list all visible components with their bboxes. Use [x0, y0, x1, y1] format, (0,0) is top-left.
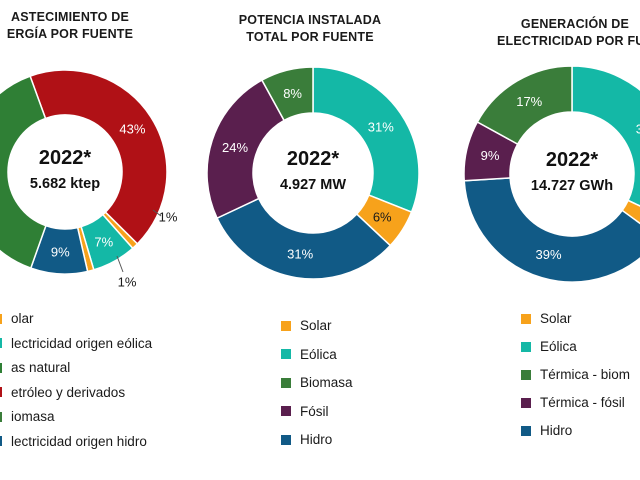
legend-item: Térmica - fósil [521, 395, 625, 410]
donut-slice [216, 197, 392, 280]
legend-label: iomasa [11, 409, 55, 424]
legend-item: Hidro [281, 432, 332, 447]
chart-title-line: POTENCIA INSTALADA [238, 13, 382, 27]
donut-slice [260, 66, 314, 122]
chart-title-generacion: GENERACIÓN DE ELECTRICIDAD POR FUE [470, 16, 640, 50]
slice-label: 9% [51, 244, 70, 259]
slice-label: 32 [636, 121, 640, 136]
legend-swatch [0, 387, 2, 397]
legend-swatch [281, 406, 291, 416]
slice-label: 31% [368, 119, 394, 134]
legend-item: Eólica [281, 347, 337, 362]
center-value: 5.682 ktep [30, 176, 100, 192]
slice-label: 8% [283, 86, 302, 101]
legend-item: lectricidad origen hidro [0, 434, 147, 449]
legend-swatch [281, 377, 291, 388]
legend-item: Solar [521, 311, 572, 326]
legend-item: etróleo y derivados [0, 385, 125, 400]
legend-label: Térmica - fósil [540, 395, 625, 410]
legend-swatch [521, 369, 531, 380]
legend-label: Solar [300, 318, 332, 333]
slice-label: 31% [287, 246, 313, 261]
center-year: 2022* [39, 147, 91, 169]
slice-label: 1% [118, 275, 137, 290]
legend-label: lectricidad origen hidro [11, 433, 147, 449]
donut-slice [571, 65, 640, 207]
chart-title-energia: ASTECIMIENTO DE ERGÍA POR FUENTE [0, 9, 180, 43]
legend-label: Térmica - biom [540, 367, 631, 382]
slice-label: 17% [516, 94, 542, 109]
chart-title-potencia: POTENCIA INSTALADA TOTAL POR FUENTE [210, 12, 410, 46]
legend-label: Eólica [300, 346, 337, 362]
donut-slice [476, 65, 573, 146]
legend-label: Fósil [300, 403, 329, 419]
chart-title-line: GENERACIÓN DE [520, 17, 630, 31]
legend-swatch [521, 425, 531, 436]
legend-label: Eólica [540, 339, 577, 354]
legend-label: lectricidad origen eólica [11, 335, 153, 351]
legend-swatch [281, 434, 291, 445]
legend-label: olar [11, 311, 34, 326]
legend-item: as natural [0, 360, 70, 375]
center-year: 2022* [546, 149, 598, 171]
slice-label: 39% [536, 247, 562, 262]
slice-label: 6% [373, 209, 392, 224]
legend-item: lectricidad origen eólica [0, 336, 152, 351]
legend-item: iomasa [0, 409, 55, 424]
slice-label: 24% [222, 140, 248, 155]
legend-swatch [521, 313, 531, 324]
donut-slice [312, 66, 420, 213]
legend-swatch [0, 436, 2, 446]
slice-label: 43% [119, 121, 145, 136]
legend-label: Hidro [540, 423, 573, 438]
legend-label: Hidro [300, 432, 333, 447]
legend-label: Biomasa [300, 375, 353, 390]
legend-swatch [0, 411, 2, 422]
legend-item: Solar [281, 318, 332, 333]
donut-slice [29, 69, 168, 245]
legend-swatch [0, 313, 2, 324]
slice-label: 9% [481, 148, 500, 163]
legend-item: Biomasa [281, 375, 353, 390]
donut-slice [0, 75, 47, 270]
legend-swatch [281, 349, 291, 359]
donut-slice [463, 177, 640, 283]
legend-item: Fósil [281, 404, 329, 419]
legend-swatch [521, 397, 531, 408]
center-value: 14.727 GWh [531, 178, 613, 194]
legend-label: as natural [11, 360, 71, 375]
legend-swatch [281, 320, 291, 331]
legend-item: Eólica [521, 339, 577, 354]
donut-chart-1: 31% 6% 31% 24% 8% 2022* 4.927 MW [206, 66, 420, 280]
legend-swatch [0, 362, 2, 373]
leader-line [116, 255, 124, 273]
legend-label: Solar [540, 311, 572, 326]
legend-swatch [0, 338, 2, 348]
legend-item: olar [0, 311, 34, 326]
legend-item: Térmica - biom [521, 367, 630, 382]
chart-title-line: TOTAL POR FUENTE [246, 30, 374, 44]
center-year: 2022* [287, 148, 339, 170]
donut-chart-0: 43% 1% 7% 1% 9% 2022* 5.682 ktep [0, 69, 178, 290]
chart-title-line: ERGÍA POR FUENTE [6, 27, 134, 41]
slice-label: 7% [94, 234, 113, 249]
legend-label: etróleo y derivados [11, 384, 126, 400]
slice-label: 1% [159, 210, 178, 225]
leader-line [152, 209, 162, 217]
donut-chart-2: 32 39% 9% 17% 2022* 14.727 GWh [463, 65, 640, 283]
chart-title-line: ELECTRICIDAD POR FUE [496, 34, 640, 48]
legend-swatch [521, 341, 531, 352]
chart-title-line: ASTECIMIENTO DE [10, 10, 130, 24]
legend-item: Hidro [521, 423, 572, 438]
center-value: 4.927 MW [280, 177, 346, 193]
